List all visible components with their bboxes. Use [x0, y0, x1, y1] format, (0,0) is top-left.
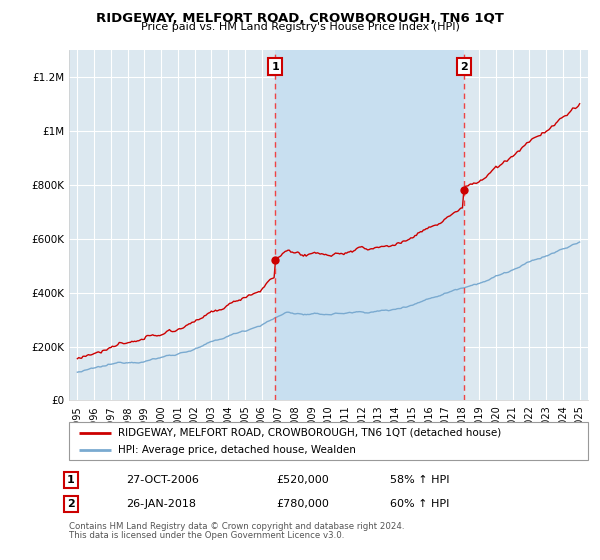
Text: 1: 1	[271, 62, 279, 72]
Text: 58% ↑ HPI: 58% ↑ HPI	[390, 475, 449, 485]
Text: 26-JAN-2018: 26-JAN-2018	[126, 499, 196, 509]
Text: 1: 1	[67, 475, 74, 485]
Text: Contains HM Land Registry data © Crown copyright and database right 2024.: Contains HM Land Registry data © Crown c…	[69, 522, 404, 531]
FancyBboxPatch shape	[69, 422, 588, 460]
Text: RIDGEWAY, MELFORT ROAD, CROWBOROUGH, TN6 1QT (detached house): RIDGEWAY, MELFORT ROAD, CROWBOROUGH, TN6…	[118, 427, 502, 437]
Text: 60% ↑ HPI: 60% ↑ HPI	[390, 499, 449, 509]
Text: £780,000: £780,000	[276, 499, 329, 509]
Text: This data is licensed under the Open Government Licence v3.0.: This data is licensed under the Open Gov…	[69, 531, 344, 540]
Text: RIDGEWAY, MELFORT ROAD, CROWBOROUGH, TN6 1QT: RIDGEWAY, MELFORT ROAD, CROWBOROUGH, TN6…	[96, 12, 504, 25]
Text: Price paid vs. HM Land Registry's House Price Index (HPI): Price paid vs. HM Land Registry's House …	[140, 22, 460, 32]
Text: 2: 2	[67, 499, 74, 509]
Text: 2: 2	[460, 62, 467, 72]
Text: HPI: Average price, detached house, Wealden: HPI: Average price, detached house, Weal…	[118, 445, 356, 455]
Bar	[275, 50, 464, 400]
Text: £520,000: £520,000	[276, 475, 329, 485]
Text: 27-OCT-2006: 27-OCT-2006	[126, 475, 199, 485]
